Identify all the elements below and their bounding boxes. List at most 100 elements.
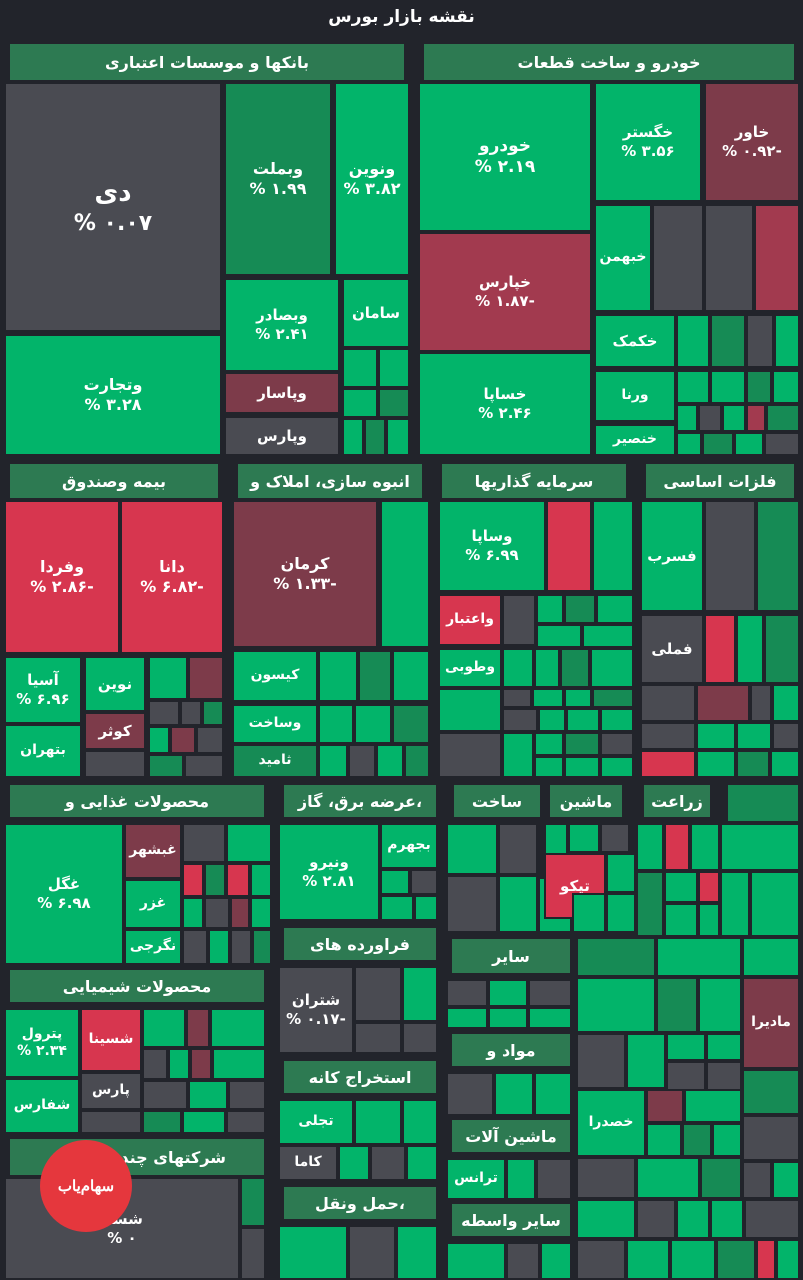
- stock-tile-unlabeled[interactable]: [742, 1161, 772, 1199]
- stock-tile-unlabeled[interactable]: [502, 708, 538, 732]
- stock-tile-unlabeled[interactable]: [446, 979, 488, 1007]
- sector-header[interactable]: فلزات اساسی: [644, 462, 796, 500]
- stock-tile-unlabeled[interactable]: [402, 1099, 438, 1145]
- stock-tile-unlabeled[interactable]: [142, 1080, 188, 1110]
- stock-tile-unlabeled[interactable]: [664, 871, 698, 903]
- stock-tile-unlabeled[interactable]: [148, 700, 180, 726]
- stock-tile-unlabeled[interactable]: [596, 594, 634, 624]
- stock-tile-unlabeled[interactable]: [576, 1157, 636, 1199]
- stock-tile[interactable]: شسینا: [80, 1008, 142, 1072]
- stock-tile[interactable]: خگستر% ۳.۵۶: [594, 82, 702, 202]
- stock-tile-unlabeled[interactable]: [600, 823, 630, 853]
- stock-tile-unlabeled[interactable]: [410, 869, 438, 895]
- stock-tile[interactable]: وبملت% ۱.۹۹: [224, 82, 332, 276]
- stock-tile-unlabeled[interactable]: [446, 823, 498, 875]
- stock-tile-unlabeled[interactable]: [636, 1199, 676, 1239]
- stock-tile-unlabeled[interactable]: [502, 732, 534, 778]
- stock-tile[interactable]: خودرو% ۲.۱۹: [418, 82, 592, 232]
- stock-tile-unlabeled[interactable]: [488, 979, 528, 1007]
- stock-tile[interactable]: وپاسار: [224, 372, 340, 414]
- stock-tile-unlabeled[interactable]: [756, 500, 800, 612]
- stock-tile-unlabeled[interactable]: [666, 1061, 706, 1091]
- stock-tile[interactable]: نوین: [84, 656, 146, 712]
- stock-tile-unlabeled[interactable]: [534, 756, 564, 778]
- stock-tile-unlabeled[interactable]: [626, 1239, 670, 1280]
- stock-tile-unlabeled[interactable]: [706, 1061, 742, 1091]
- stock-tile-unlabeled[interactable]: [696, 750, 736, 778]
- stock-tile-unlabeled[interactable]: [318, 650, 358, 702]
- stock-tile[interactable]: نگرجی: [124, 929, 182, 965]
- sector-header[interactable]: سایر: [450, 937, 572, 975]
- stock-tile-unlabeled[interactable]: [378, 388, 410, 418]
- stock-tile[interactable]: بتهران: [4, 724, 82, 778]
- stock-tile-unlabeled[interactable]: [252, 929, 272, 965]
- stock-tile-unlabeled[interactable]: [576, 1199, 636, 1239]
- stock-tile[interactable]: خساپا% ۲.۴۶: [418, 352, 592, 456]
- sector-header[interactable]: محصولات شیمیایی: [8, 968, 266, 1004]
- stock-tile-unlabeled[interactable]: [696, 722, 736, 750]
- stock-tile-unlabeled[interactable]: [606, 853, 636, 893]
- stock-tile-unlabeled[interactable]: [170, 726, 196, 754]
- stock-tile-unlabeled[interactable]: [698, 977, 742, 1033]
- stock-tile-unlabeled[interactable]: [204, 897, 230, 929]
- stock-tile[interactable]: تجلی: [278, 1099, 354, 1145]
- sector-header[interactable]: خودرو و ساخت قطعات: [422, 42, 796, 82]
- stock-tile[interactable]: وساپا% ۶.۹۹: [438, 500, 546, 592]
- stock-tile-unlabeled[interactable]: [704, 500, 756, 612]
- stock-tile-unlabeled[interactable]: [566, 708, 600, 732]
- stock-tile-unlabeled[interactable]: [664, 823, 690, 871]
- stock-tile-unlabeled[interactable]: [600, 732, 634, 756]
- stock-tile[interactable]: خنصیر: [594, 424, 676, 456]
- stock-tile-unlabeled[interactable]: [666, 1033, 706, 1061]
- stock-tile-unlabeled[interactable]: [354, 704, 392, 744]
- stock-tile-unlabeled[interactable]: [348, 744, 376, 778]
- stock-tile-unlabeled[interactable]: [528, 979, 572, 1007]
- stock-tile[interactable]: بجهرم: [380, 823, 438, 869]
- stock-tile-unlabeled[interactable]: [250, 863, 272, 897]
- sector-header[interactable]: محصولات غذایی و: [8, 783, 266, 819]
- stock-tile-unlabeled[interactable]: [228, 1080, 266, 1110]
- stock-tile[interactable]: دانا% ۶.۸۲-: [120, 500, 224, 654]
- stock-tile-unlabeled[interactable]: [702, 432, 734, 456]
- stock-tile-unlabeled[interactable]: [746, 404, 766, 432]
- stock-tile-unlabeled[interactable]: [502, 594, 536, 646]
- stock-tile-unlabeled[interactable]: [148, 726, 170, 754]
- stock-tile-unlabeled[interactable]: [528, 1007, 572, 1029]
- stock-tile-unlabeled[interactable]: [700, 1157, 742, 1199]
- stock-tile[interactable]: پترول% ۲.۳۴: [4, 1008, 80, 1078]
- stock-tile-unlabeled[interactable]: [676, 432, 702, 456]
- stock-tile[interactable]: پارس: [80, 1072, 142, 1110]
- stock-tile-unlabeled[interactable]: [772, 684, 800, 722]
- stock-tile-unlabeled[interactable]: [640, 750, 696, 778]
- stock-tile-unlabeled[interactable]: [364, 418, 386, 456]
- stock-tile-unlabeled[interactable]: [240, 1177, 266, 1227]
- stock-tile-unlabeled[interactable]: [342, 418, 364, 456]
- stock-tile-unlabeled[interactable]: [636, 1157, 700, 1199]
- stock-tile[interactable]: ونیرو% ۲.۸۱: [278, 823, 380, 921]
- stock-tile-unlabeled[interactable]: [188, 1080, 228, 1110]
- stock-tile[interactable]: دی% ۰.۰۷: [4, 82, 222, 332]
- stock-tile-unlabeled[interactable]: [698, 871, 720, 903]
- stock-tile-unlabeled[interactable]: [210, 1008, 266, 1048]
- stock-tile[interactable]: وتجارت% ۳.۲۸: [4, 334, 222, 456]
- stock-tile-unlabeled[interactable]: [380, 895, 414, 921]
- stock-tile-unlabeled[interactable]: [392, 704, 430, 744]
- stock-tile-unlabeled[interactable]: [774, 314, 800, 368]
- stock-tile-unlabeled[interactable]: [636, 823, 664, 871]
- stock-tile[interactable]: آسیا% ۶.۹۶: [4, 656, 82, 724]
- stock-tile-unlabeled[interactable]: [446, 875, 498, 933]
- stock-tile-unlabeled[interactable]: [338, 1145, 370, 1181]
- stock-tile-unlabeled[interactable]: [646, 1123, 682, 1157]
- stock-tile-unlabeled[interactable]: [376, 744, 404, 778]
- stock-tile-unlabeled[interactable]: [716, 1239, 756, 1280]
- sector-header[interactable]: فراورده های: [282, 926, 438, 962]
- stock-tile-unlabeled[interactable]: [446, 1072, 494, 1116]
- stock-tile-unlabeled[interactable]: [564, 732, 600, 756]
- stock-tile-unlabeled[interactable]: [764, 432, 800, 456]
- stock-tile[interactable]: غزر: [124, 879, 182, 929]
- stock-tile-unlabeled[interactable]: [182, 897, 204, 929]
- stock-tile-unlabeled[interactable]: [380, 869, 410, 895]
- stock-tile-unlabeled[interactable]: [446, 1242, 506, 1280]
- stock-tile-unlabeled[interactable]: [226, 1110, 266, 1134]
- stock-tile-unlabeled[interactable]: [576, 977, 656, 1033]
